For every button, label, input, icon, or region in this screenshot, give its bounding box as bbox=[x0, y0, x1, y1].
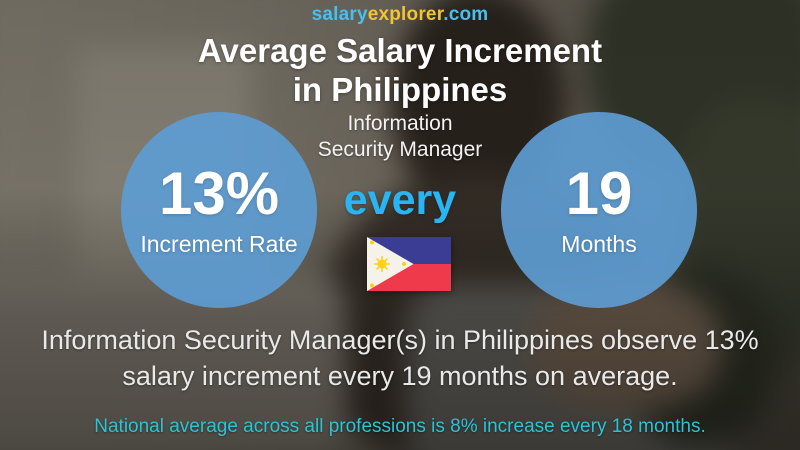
increment-rate-circle: 13% Increment Rate bbox=[121, 112, 317, 308]
site-logo-salary: salary bbox=[311, 4, 368, 25]
occupation-line1: Information bbox=[347, 112, 453, 135]
site-logo-tld: .com bbox=[443, 4, 489, 25]
philippines-flag-icon bbox=[0, 237, 800, 291]
summary-line2: salary increment every 19 months on aver… bbox=[122, 361, 678, 391]
page-title-line1: Average Salary Increment bbox=[197, 32, 603, 69]
page-title-line2: in Philippines bbox=[292, 71, 508, 108]
occupation-line2: Security Manager bbox=[317, 138, 483, 161]
period-label: Months bbox=[561, 230, 637, 257]
summary-line1: Information Security Manager(s) in Phili… bbox=[41, 325, 759, 355]
increment-rate-label: Increment Rate bbox=[140, 230, 298, 257]
period-value: 19 bbox=[565, 159, 633, 227]
period-circle: 19 Months bbox=[501, 112, 697, 308]
increment-rate-value: 13% bbox=[158, 159, 280, 227]
summary-text: Information Security Manager(s) in Phili… bbox=[0, 322, 800, 394]
occupation-subtitle: Information Security Manager bbox=[0, 111, 800, 163]
national-average-note: National average across all professions … bbox=[94, 416, 706, 437]
connector-word: every bbox=[343, 176, 457, 224]
site-logo: salaryexplorer.com bbox=[0, 4, 800, 26]
page-title: Average Salary Increment in Philippines bbox=[0, 31, 800, 109]
site-logo-explorer: explorer bbox=[367, 4, 444, 25]
